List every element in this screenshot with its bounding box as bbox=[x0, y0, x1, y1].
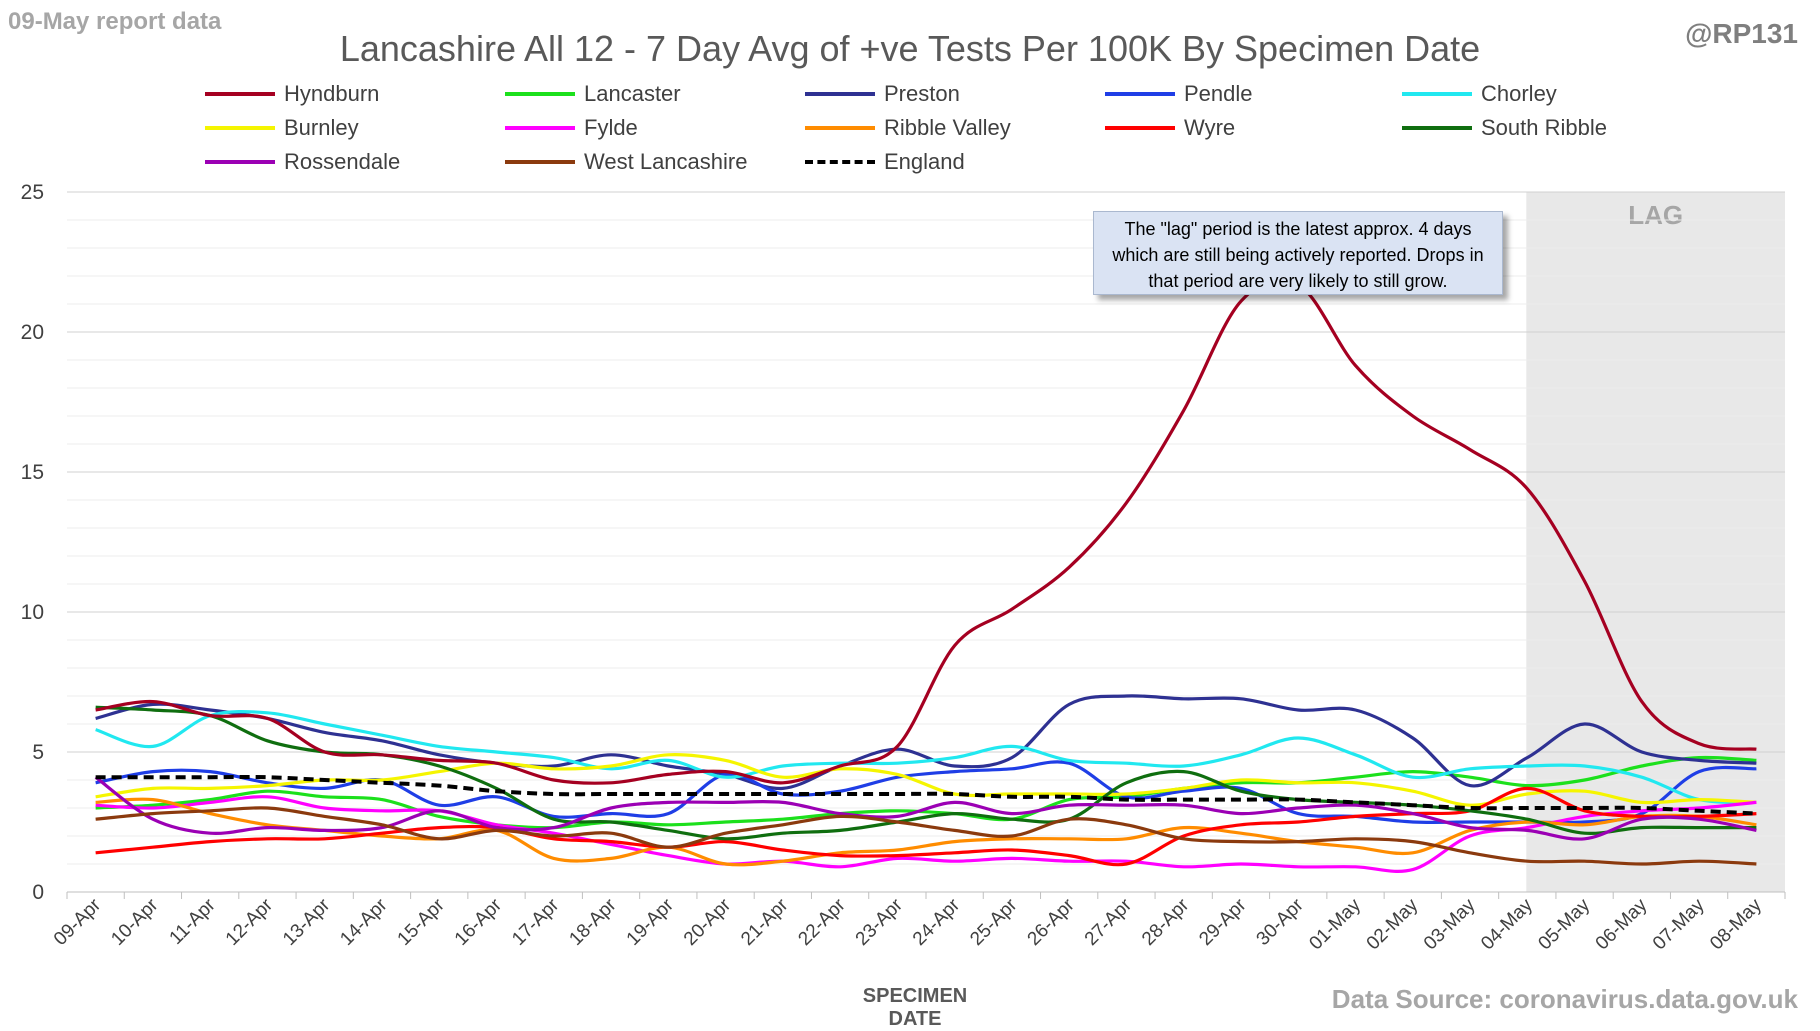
legend-swatch bbox=[1402, 126, 1472, 130]
legend-item-rossendale: Rossendale bbox=[205, 147, 400, 177]
legend-label: Fylde bbox=[584, 115, 638, 140]
legend-swatch bbox=[805, 126, 875, 130]
legend-item-hyndburn: Hyndburn bbox=[205, 79, 379, 109]
legend-label: West Lancashire bbox=[584, 149, 748, 174]
legend-item-preston: Preston bbox=[805, 79, 960, 109]
legend-label: Chorley bbox=[1481, 81, 1557, 106]
x-tick-label: 15-Apr bbox=[394, 894, 450, 950]
x-tick-label: 11-Apr bbox=[166, 894, 221, 949]
legend-swatch bbox=[505, 126, 575, 130]
series-line-rossendale bbox=[94, 775, 1757, 841]
x-tick-label: 13-Apr bbox=[279, 894, 335, 950]
legend-swatch bbox=[1105, 92, 1175, 96]
x-tick-label: 01-May bbox=[1305, 894, 1365, 954]
series-line-west-lancashire bbox=[95, 806, 1757, 866]
x-tick-label: 16-Apr bbox=[451, 894, 507, 950]
legend-label: Rossendale bbox=[284, 149, 401, 174]
report-date-note: 09-May report data bbox=[8, 8, 222, 35]
series-line-burnley bbox=[95, 753, 1757, 807]
legend-swatch bbox=[505, 160, 575, 164]
legend-label: Ribble Valley bbox=[884, 115, 1011, 140]
legend-item-west-lancashire: West Lancashire bbox=[505, 147, 747, 177]
legend-swatch bbox=[805, 92, 875, 96]
legend-label: England bbox=[884, 149, 965, 174]
x-tick-label: 08-May bbox=[1706, 894, 1766, 954]
legend-item-burnley: Burnley bbox=[205, 113, 359, 143]
legend-swatch bbox=[1402, 92, 1472, 96]
x-tick-label: 27-Apr bbox=[1081, 894, 1137, 950]
legend-label: Lancaster bbox=[584, 81, 681, 106]
x-axis-title: SPECIMEN DATE bbox=[862, 985, 968, 1030]
x-tick-label: 28-Apr bbox=[1138, 894, 1194, 950]
series-line-hyndburn bbox=[95, 277, 1757, 785]
series-line-fylde bbox=[95, 795, 1757, 873]
x-tick-label: 24-Apr bbox=[909, 894, 965, 950]
series-line-wyre bbox=[95, 786, 1757, 867]
y-tick-label: 10 bbox=[21, 601, 44, 624]
x-tick-label: 03-May bbox=[1420, 894, 1480, 954]
legend-swatch bbox=[1105, 126, 1175, 130]
chart-title: Lancashire All 12 - 7 Day Avg of +ve Tes… bbox=[339, 28, 1481, 69]
x-tick-label: 20-Apr bbox=[680, 894, 736, 950]
legend-label: South Ribble bbox=[1481, 115, 1607, 140]
x-tick-label: 04-May bbox=[1477, 894, 1537, 954]
x-tick-label: 26-Apr bbox=[1024, 894, 1080, 950]
x-tick-label: 18-Apr bbox=[565, 894, 621, 950]
legend-item-wyre: Wyre bbox=[1105, 113, 1235, 143]
x-tick-label: 21-Apr bbox=[737, 894, 793, 950]
legend-label: Pendle bbox=[1184, 81, 1253, 106]
legend-swatch bbox=[505, 92, 575, 96]
legend-item-pendle: Pendle bbox=[1105, 79, 1253, 109]
series-line-england bbox=[95, 774, 1757, 816]
legend-swatch bbox=[805, 160, 875, 164]
lag-label: LAG bbox=[1628, 200, 1683, 230]
x-tick-label: 10-Apr bbox=[107, 894, 163, 950]
x-tick-label: 05-May bbox=[1534, 894, 1594, 954]
legend-label: Hyndburn bbox=[284, 81, 380, 106]
author-handle: @RP131 bbox=[1685, 18, 1798, 49]
legend-item-chorley: Chorley bbox=[1402, 79, 1557, 109]
x-tick-label: 19-Apr bbox=[623, 894, 679, 950]
legend-swatch bbox=[205, 160, 275, 164]
x-tick-label: 09-Apr bbox=[50, 894, 106, 950]
y-tick-label: 15 bbox=[21, 461, 44, 484]
y-tick-label: 25 bbox=[21, 181, 44, 204]
x-tick-label: 12-Apr bbox=[222, 894, 278, 950]
series-line-chorley bbox=[95, 709, 1757, 805]
y-tick-label: 5 bbox=[32, 741, 44, 764]
x-tick-label: 02-May bbox=[1363, 894, 1423, 954]
x-tick-label: 29-Apr bbox=[1195, 894, 1251, 950]
series-line-preston bbox=[95, 694, 1757, 791]
series-line-lancaster bbox=[95, 755, 1757, 830]
x-tick-label: 14-Apr bbox=[336, 894, 392, 950]
legend-swatch bbox=[205, 126, 275, 130]
legend-swatch bbox=[205, 92, 275, 96]
y-tick-label: 0 bbox=[32, 881, 44, 904]
legend-label: Burnley bbox=[284, 115, 359, 140]
legend-item-fylde: Fylde bbox=[505, 113, 638, 143]
x-tick-label: 06-May bbox=[1592, 894, 1652, 954]
x-tick-label: 07-May bbox=[1649, 894, 1709, 954]
lag-region bbox=[1526, 192, 1785, 892]
x-tick-label: 17-Apr bbox=[508, 894, 564, 950]
y-tick-label: 20 bbox=[21, 321, 44, 344]
x-tick-label: 22-Apr bbox=[794, 894, 850, 950]
lag-explanation-callout: The "lag" period is the latest approx. 4… bbox=[1093, 211, 1503, 295]
legend-label: Preston bbox=[884, 81, 960, 106]
legend-item-south-ribble: South Ribble bbox=[1402, 113, 1607, 143]
x-tick-label: 23-Apr bbox=[852, 894, 908, 950]
data-source-note: Data Source: coronavirus.data.gov.uk bbox=[1331, 984, 1798, 1014]
legend-item-ribble-valley: Ribble Valley bbox=[805, 113, 1011, 143]
legend-item-lancaster: Lancaster bbox=[505, 79, 681, 109]
x-tick-label: 25-Apr bbox=[966, 894, 1022, 950]
legend-label: Wyre bbox=[1184, 115, 1236, 140]
x-tick-label: 30-Apr bbox=[1253, 894, 1309, 950]
legend-item-england: England bbox=[805, 147, 965, 177]
